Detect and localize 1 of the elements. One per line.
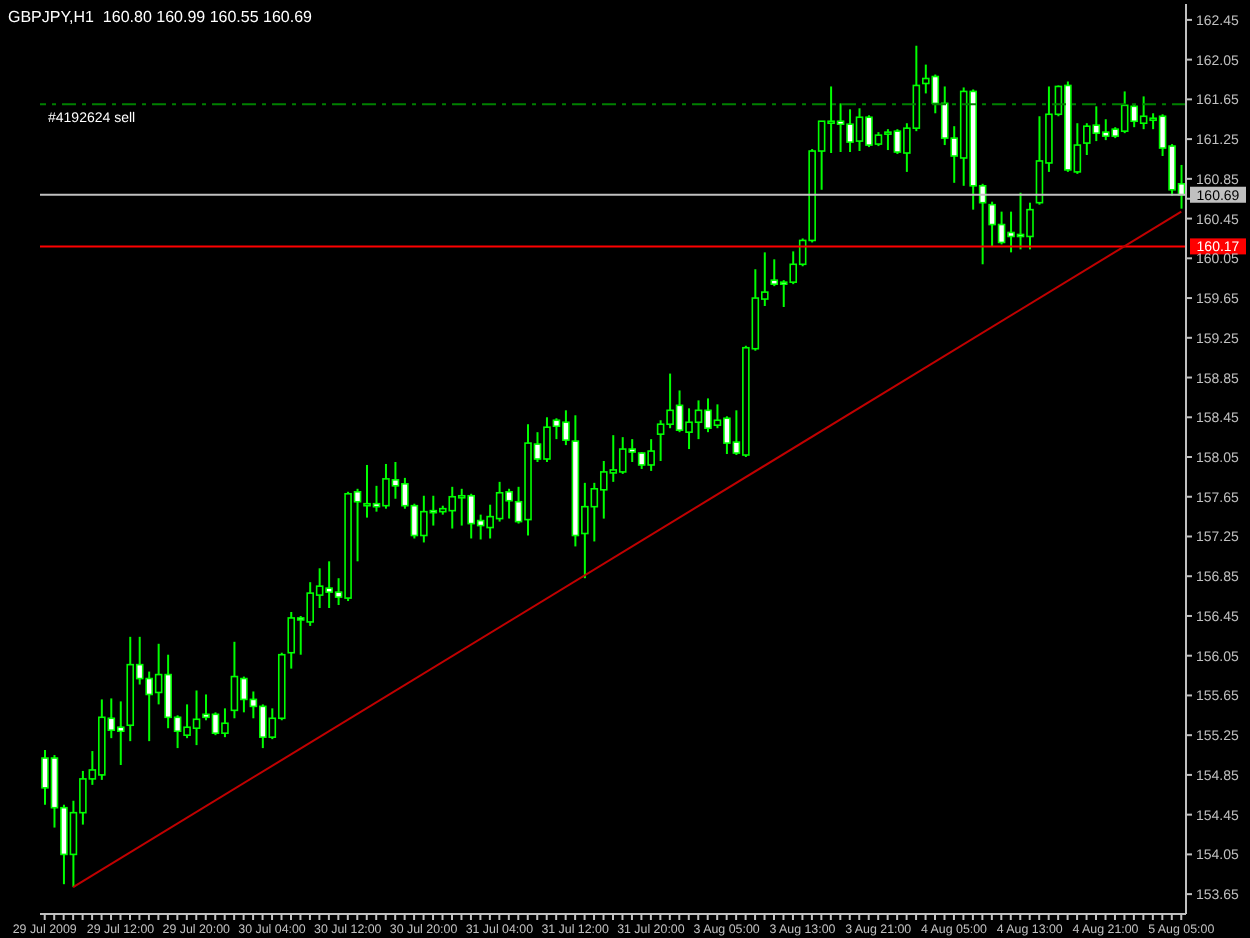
chart-title: GBPJPY,H1 160.80 160.99 160.55 160.69: [8, 8, 312, 26]
